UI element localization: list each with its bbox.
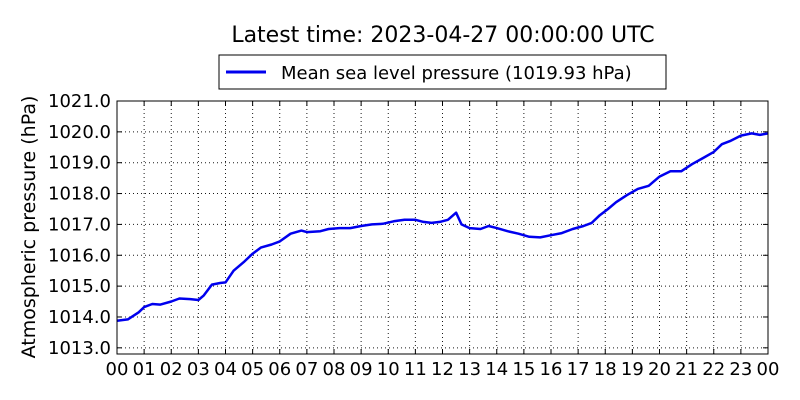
x-tick-label: 17 (567, 359, 590, 380)
y-tick-label: 1019.0 (48, 153, 111, 174)
x-tick-label: 12 (431, 359, 454, 380)
x-tick-label: 05 (241, 359, 264, 380)
x-tick-label: 20 (648, 359, 671, 380)
legend-label: Mean sea level pressure (1019.93 hPa) (281, 63, 632, 84)
x-tick-label: 15 (512, 359, 535, 380)
y-tick-label: 1013.0 (48, 338, 111, 359)
legend-box (218, 54, 667, 90)
y-tick-label: 1014.0 (48, 307, 111, 328)
x-tick-label: 22 (702, 359, 725, 380)
x-tick-label: 01 (133, 359, 156, 380)
x-tick-label: 19 (621, 359, 644, 380)
x-tick-label: 21 (675, 359, 698, 380)
x-tick-label: 00 (106, 359, 129, 380)
y-axis-ticks: 1013.0 1014.0 1015.0 1016.0 1017.0 1018.0 1019… (48, 91, 768, 359)
y-tick-label: 1020.0 (48, 122, 111, 143)
legend: Mean sea level pressure (1019.93 hPa) (218, 54, 667, 90)
y-tick-label: 1016.0 (48, 245, 111, 266)
x-tick-label: 03 (187, 359, 210, 380)
x-tick-label: 00 (757, 359, 780, 380)
x-tick-label: 14 (485, 359, 508, 380)
x-tick-label: 16 (540, 359, 563, 380)
series-layer (116, 132, 769, 322)
x-tick-label: 08 (323, 359, 346, 380)
x-tick-label: 18 (594, 359, 617, 380)
x-tick-label: 09 (350, 359, 373, 380)
x-tick-label: 13 (458, 359, 481, 380)
y-tick-label: 1015.0 (48, 276, 111, 297)
grid (116, 100, 769, 354)
pressure-series-line (116, 132, 769, 322)
x-axis-ticks: 00 01 02 03 04 05 06 07 08 09 10 11 12 13 14 15 16 17 18 19… (106, 101, 780, 380)
x-tick-label: 02 (160, 359, 183, 380)
x-tick-label: 11 (404, 359, 427, 380)
y-tick-label: 1021.0 (48, 91, 111, 112)
plot-frame (116, 100, 769, 355)
x-tick-label: 06 (268, 359, 291, 380)
y-axis-label: Atmospheric pressure (hPa) (18, 96, 40, 359)
chart-title: Latest time: 2023-04-27 00:00:00 UTC (231, 23, 654, 48)
y-tick-label: 1017.0 (48, 214, 111, 235)
x-tick-label: 04 (214, 359, 237, 380)
x-tick-label: 10 (377, 359, 400, 380)
y-tick-label: 1018.0 (48, 184, 111, 205)
x-tick-label: 07 (295, 359, 318, 380)
x-tick-label: 23 (729, 359, 752, 380)
